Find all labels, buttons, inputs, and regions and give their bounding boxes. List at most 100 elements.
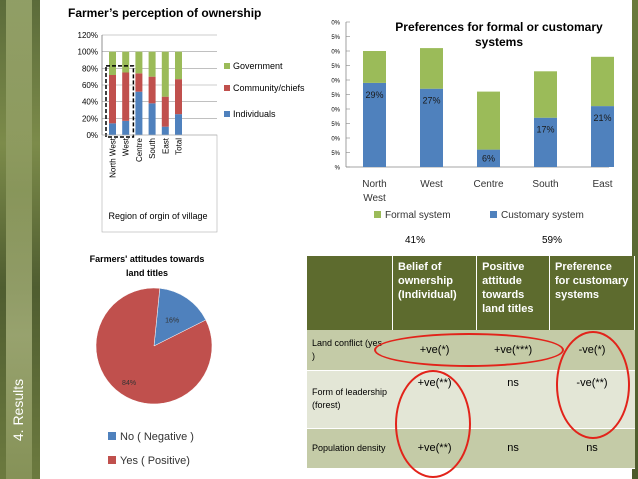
y-tick-label: 5% [331, 151, 340, 157]
y-tick-label: 20% [82, 114, 98, 123]
header-preference-customary: Preference for customary systems [549, 256, 635, 330]
y-tick-label: 0% [331, 21, 340, 27]
preference-chart: % 5% 0% 5% 0% 5% 0% 5% 0% 5% 0% 29% North West 27% West… [331, 21, 614, 246]
pie-label: 16% [165, 318, 179, 325]
table-row: Form of leadership (forest) +ve(**) ns -… [307, 370, 635, 429]
data-label: 6% [482, 154, 495, 164]
table-cell: +ve(**) [392, 370, 477, 429]
legend-label: Community/chiefs [233, 83, 305, 93]
bar-segment [534, 117, 557, 167]
y-tick-label: 0% [86, 131, 98, 140]
x-tick-label: East [592, 179, 612, 190]
category-axis-frame [101, 134, 218, 233]
dashed-highlight-box [105, 65, 135, 138]
preference-chart-title: Preferences for formal or customary syst… [395, 20, 603, 49]
bar-segment [363, 51, 386, 83]
table-row: Land conflict (yes ) +ve(*) +ve(***) -ve… [307, 330, 635, 371]
x-tick-label: West [420, 179, 443, 190]
bar-segment [161, 51, 169, 97]
bar-segment [161, 96, 169, 127]
bar-segment [477, 149, 500, 167]
bar-segment [135, 51, 143, 74]
x-tick-label: South [532, 179, 558, 190]
y-tick-label: 5% [331, 122, 340, 128]
pie-slice [95, 287, 213, 405]
legend-label: Government [233, 61, 283, 71]
bar-segment [420, 48, 443, 89]
x-tick-label: Total [175, 138, 184, 155]
ownership-chart-title: Farmer’s perception of ownership [68, 6, 262, 20]
y-tick-label: 80% [82, 64, 98, 73]
legend-swatch [374, 211, 381, 218]
x-tick-label: West [363, 193, 386, 204]
legend-label: Customary system [501, 210, 584, 221]
x-tick-label: North West [109, 137, 118, 178]
pie-slice [153, 288, 207, 347]
legend-swatch [224, 85, 230, 91]
legend-percentage: 41% [405, 235, 425, 246]
bar-segment [148, 103, 156, 135]
legend-swatch [108, 432, 116, 440]
y-tick-label: 120% [78, 31, 98, 40]
row-label: Form of leadership (forest) [307, 370, 393, 429]
table-cell: ns [476, 428, 550, 469]
y-tick-label: 40% [82, 98, 98, 107]
header-positive-attitude: Positive attitude towards land titles [476, 256, 551, 330]
bar-segment [534, 71, 557, 118]
header-belief-of-ownership: Belief of ownership (Individual) [392, 256, 478, 330]
x-tick-label: East [161, 137, 170, 154]
bar-segment [109, 75, 116, 124]
sidebar-strip [6, 0, 32, 479]
bar-segment [122, 72, 130, 121]
results-table: Belief of ownership (Individual) Positiv… [307, 256, 635, 469]
bar-segment [122, 51, 130, 73]
y-tick-label: 5% [331, 64, 340, 70]
sidebar: 4. Results [0, 0, 40, 479]
bar-segment [148, 51, 156, 77]
pie-label: 84% [122, 380, 136, 387]
bar-segment [109, 123, 116, 135]
y-tick-label: % [335, 166, 341, 172]
row-label: Land conflict (yes ) [307, 330, 393, 371]
bar-segment [591, 106, 614, 167]
legend-swatch [224, 111, 230, 117]
data-label: 29% [365, 90, 383, 100]
bar-segment [109, 51, 116, 75]
legend-swatch [108, 456, 116, 464]
y-tick-label: 0% [331, 79, 340, 85]
ownership-chart: 0% 20% 40% 60% 80% 100% 120% North West West Cent… [78, 31, 305, 233]
legend-swatch [224, 63, 230, 69]
legend-swatch [490, 211, 497, 218]
x-tick-label: North [362, 179, 386, 190]
y-tick-label: 0% [331, 137, 340, 143]
data-label: 27% [422, 96, 440, 106]
y-tick-label: 5% [331, 93, 340, 99]
x-tick-label: Centre [135, 137, 144, 162]
bar-segment [175, 79, 182, 115]
y-tick-label: 100% [78, 48, 98, 57]
bar-segment [175, 114, 182, 135]
legend-label: Formal system [385, 210, 451, 221]
data-label: 17% [536, 125, 554, 135]
data-label: 21% [593, 113, 611, 123]
x-tick-label: West [122, 137, 131, 156]
y-tick-label: 5% [331, 35, 340, 41]
bar-segment [135, 73, 143, 92]
table-cell: +ve(***) [476, 330, 550, 371]
x-tick-label: South [148, 138, 157, 159]
bar-segment [148, 76, 156, 104]
section-label: 4. Results [10, 378, 26, 442]
bar-segment [420, 88, 443, 167]
table-cell: ns [476, 370, 550, 429]
y-tick-label: 0% [331, 50, 340, 56]
ownership-x-axis-label: Region of orgin of village [108, 211, 208, 221]
x-tick-label: Centre [473, 179, 503, 190]
attitude-chart-title: Farmers' attitudes towards land titles [89, 254, 205, 278]
attitude-chart: 16% 84% No ( Negative ) Yes ( Positive) [95, 287, 213, 467]
y-tick-label: 60% [82, 81, 98, 90]
bar-segment [363, 82, 386, 167]
legend-label: Individuals [233, 109, 276, 119]
table-row: Population density +ve(**) ns ns [307, 428, 635, 469]
legend-label: Yes ( Positive) [120, 455, 190, 467]
bar-segment [591, 56, 614, 107]
